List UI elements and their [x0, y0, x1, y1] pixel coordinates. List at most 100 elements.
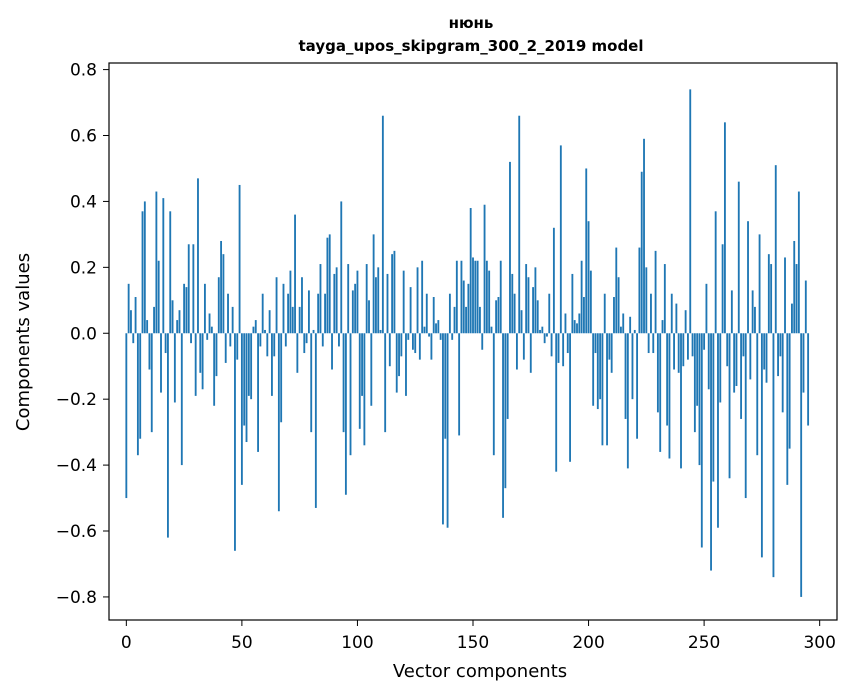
bar: [150, 333, 153, 433]
bar: [673, 333, 675, 370]
bar: [321, 333, 324, 347]
bar: [409, 287, 412, 334]
bar: [723, 122, 726, 334]
bar: [511, 273, 514, 334]
bar: [693, 333, 696, 433]
bar: [338, 333, 340, 347]
bar: [603, 293, 606, 334]
bar: [781, 333, 784, 413]
bar: [210, 326, 213, 334]
bar: [696, 333, 699, 406]
chart-title-line1: нюнь: [449, 14, 494, 32]
bar: [490, 326, 493, 334]
bar: [139, 333, 142, 439]
bar: [250, 333, 253, 400]
bar: [608, 333, 611, 360]
bar: [546, 333, 548, 337]
bar: [393, 250, 396, 334]
bar: [180, 333, 183, 466]
bar: [254, 320, 257, 334]
bar: [719, 333, 722, 403]
bar: [527, 277, 530, 334]
bar: [777, 333, 779, 377]
bar: [585, 168, 588, 334]
bar: [626, 333, 629, 469]
bar: [793, 240, 796, 334]
bar: [705, 283, 708, 334]
bar: [236, 333, 239, 360]
bar: [291, 306, 294, 334]
bar: [513, 293, 516, 334]
bar: [435, 323, 437, 334]
bar: [354, 283, 357, 334]
bar: [287, 293, 290, 334]
bar: [467, 283, 470, 334]
bar: [317, 293, 320, 334]
x-tick-label: 300: [803, 633, 835, 653]
bar: [682, 333, 685, 367]
bar: [594, 333, 597, 354]
bar: [483, 204, 486, 334]
bars-group: [125, 89, 810, 597]
bar: [659, 333, 662, 452]
bar: [479, 306, 481, 334]
bar: [767, 254, 770, 334]
bar: [807, 333, 810, 426]
x-tick-label: 50: [231, 633, 253, 653]
bar: [231, 306, 234, 334]
bar: [252, 326, 255, 334]
bar: [264, 329, 266, 334]
x-tick-label: 0: [121, 633, 132, 653]
bar: [645, 267, 648, 334]
bar: [234, 333, 236, 551]
bar: [532, 287, 535, 334]
bar: [319, 264, 322, 334]
bar: [162, 198, 165, 334]
y-tick-label: 0.8: [70, 61, 97, 81]
bar: [331, 333, 333, 370]
bar: [414, 333, 417, 354]
bar: [698, 333, 701, 466]
bar: [157, 260, 160, 334]
bar: [756, 333, 759, 456]
bar: [206, 333, 209, 340]
x-axis-label: Vector components: [393, 661, 567, 682]
bar: [275, 277, 278, 334]
bar: [222, 254, 225, 334]
bar: [749, 333, 752, 380]
bar: [136, 333, 139, 456]
bar: [663, 264, 666, 334]
bar: [601, 333, 604, 446]
bar: [650, 293, 652, 334]
bar: [643, 138, 645, 334]
bar: [784, 257, 786, 334]
bar: [363, 333, 366, 446]
bar: [148, 333, 151, 370]
bar: [797, 191, 800, 334]
bar: [141, 211, 144, 334]
bar: [760, 333, 763, 558]
bar: [310, 333, 313, 433]
bar: [728, 333, 731, 479]
bar: [714, 211, 717, 334]
bar: [284, 333, 287, 347]
bar: [684, 310, 687, 334]
bar: [488, 270, 491, 334]
bar: [314, 333, 317, 508]
bar: [277, 333, 280, 512]
bar: [381, 115, 384, 334]
bar: [243, 333, 246, 426]
bar: [624, 333, 627, 419]
bar: [548, 293, 551, 334]
bar: [167, 333, 169, 538]
bar: [400, 333, 403, 357]
bar: [458, 333, 461, 436]
bar: [328, 234, 331, 334]
bar: [520, 310, 523, 334]
bar: [268, 310, 271, 334]
bar: [201, 333, 204, 390]
bar: [361, 333, 363, 396]
bar: [555, 333, 558, 472]
chart-title-line2: tayga_upos_skipgram_300_2_2019 model: [299, 37, 644, 55]
bar: [240, 333, 243, 485]
